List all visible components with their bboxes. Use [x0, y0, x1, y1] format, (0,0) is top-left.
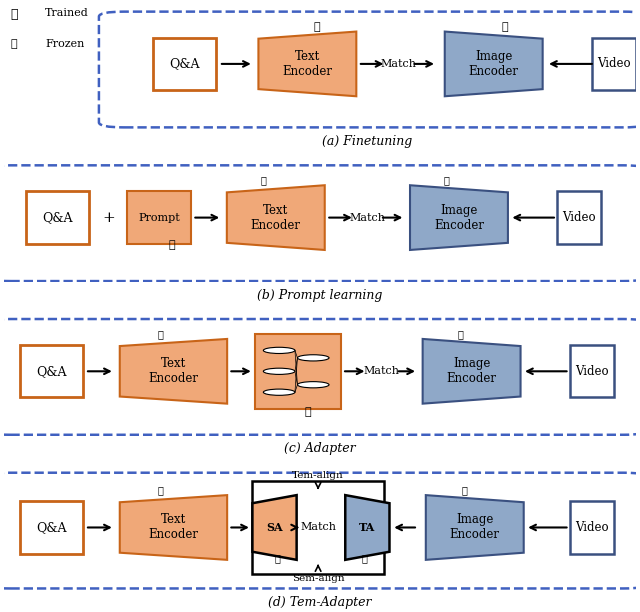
Bar	[591, 38, 636, 90]
Circle shape	[298, 355, 329, 361]
Text: Q&A: Q&A	[36, 365, 67, 378]
Text: SA: SA	[266, 522, 283, 533]
FancyBboxPatch shape	[0, 165, 640, 281]
Text: Text
Encoder: Text Encoder	[148, 357, 198, 386]
Polygon shape	[252, 495, 296, 560]
Text: 🔒: 🔒	[444, 175, 449, 185]
Polygon shape	[120, 495, 227, 560]
Polygon shape	[227, 185, 324, 250]
Text: Image
Encoder: Image Encoder	[447, 357, 497, 386]
Text: Text
Encoder: Text Encoder	[251, 204, 301, 231]
Polygon shape	[345, 495, 390, 560]
Text: Trained: Trained	[45, 8, 89, 18]
Text: Tem-align: Tem-align	[292, 471, 344, 480]
Circle shape	[263, 368, 295, 375]
Text: 🔥: 🔥	[275, 554, 280, 564]
Circle shape	[263, 389, 295, 395]
Text: Q&A: Q&A	[36, 521, 67, 534]
Bar	[570, 501, 614, 554]
Text: 🔥: 🔥	[10, 8, 18, 21]
Circle shape	[298, 382, 329, 388]
Text: Match: Match	[349, 212, 385, 223]
FancyBboxPatch shape	[0, 319, 640, 435]
FancyBboxPatch shape	[99, 12, 640, 127]
Text: TA: TA	[359, 522, 376, 533]
Text: 🔥: 🔥	[168, 240, 175, 250]
Polygon shape	[445, 32, 543, 96]
Text: 🔥: 🔥	[361, 554, 367, 564]
Text: Prompt: Prompt	[138, 212, 180, 223]
Text: 🔥: 🔥	[304, 408, 310, 417]
Bar	[570, 345, 614, 397]
Circle shape	[263, 347, 295, 354]
Text: Video: Video	[575, 365, 609, 378]
Text: Text
Encoder: Text Encoder	[148, 513, 198, 542]
Text: Q&A: Q&A	[43, 211, 73, 224]
Bar	[26, 192, 90, 244]
Text: 🔒: 🔒	[158, 329, 164, 339]
Polygon shape	[426, 495, 524, 560]
Bar	[20, 501, 83, 554]
Text: Video: Video	[597, 58, 630, 70]
Text: 🔒: 🔒	[461, 485, 467, 495]
Bar	[152, 38, 216, 90]
Text: Sem-align: Sem-align	[292, 574, 344, 583]
Text: 🔥: 🔥	[502, 21, 508, 32]
Polygon shape	[410, 185, 508, 250]
Polygon shape	[120, 339, 227, 404]
Text: Match: Match	[381, 59, 417, 69]
Text: Text
Encoder: Text Encoder	[282, 50, 332, 78]
Polygon shape	[259, 32, 356, 96]
Text: (d) Tem-Adapter: (d) Tem-Adapter	[268, 596, 372, 609]
Text: +: +	[102, 211, 115, 225]
Text: Video: Video	[562, 211, 596, 224]
Text: 🔥: 🔥	[314, 21, 320, 32]
Polygon shape	[422, 339, 520, 404]
Text: 🔒: 🔒	[458, 329, 463, 339]
Text: 🔒: 🔒	[260, 175, 266, 185]
Text: Image
Encoder: Image Encoder	[434, 204, 484, 231]
Text: (c) Adapter: (c) Adapter	[284, 442, 356, 455]
Text: (b) Prompt learning: (b) Prompt learning	[257, 288, 383, 302]
Text: Image
Encoder: Image Encoder	[450, 513, 500, 542]
Bar	[252, 482, 385, 573]
Text: 🔒: 🔒	[10, 39, 17, 49]
Text: Match: Match	[300, 523, 336, 532]
Text: Q&A: Q&A	[169, 58, 200, 70]
Text: (a) Finetuning: (a) Finetuning	[323, 135, 413, 148]
Text: Match: Match	[364, 367, 400, 376]
Bar	[20, 345, 83, 397]
Text: Frozen: Frozen	[45, 39, 84, 49]
Text: Image
Encoder: Image Encoder	[468, 50, 518, 78]
Text: 🔒: 🔒	[158, 485, 164, 495]
Bar	[127, 192, 191, 244]
Bar	[255, 334, 340, 409]
Text: Video: Video	[575, 521, 609, 534]
Bar	[557, 192, 601, 244]
FancyBboxPatch shape	[0, 472, 640, 589]
